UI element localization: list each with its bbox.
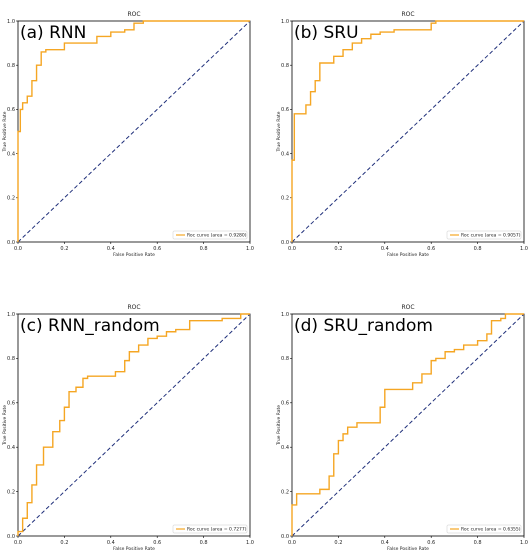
y-tick-label: 0.4 <box>7 445 15 451</box>
diagonal-reference-line <box>17 313 251 537</box>
x-tick-label: 1.0 <box>246 246 254 252</box>
x-tick-label: 0.0 <box>288 540 296 546</box>
y-tick-label: 0.2 <box>281 489 289 495</box>
roc-panel: ROC 0.0 0.2 0.4 0.6 0.8 1.0 0.0 0.2 0.4 0.6 0.8 1.0 F… <box>276 304 528 550</box>
y-tick-label: 0.0 <box>281 240 289 246</box>
y-tick-label: 0.8 <box>7 356 15 362</box>
y-tick-label: 1.0 <box>7 19 15 25</box>
x-tick-label: 0.4 <box>107 246 115 252</box>
legend-label: Roc curve (area = 0.9057) <box>461 233 521 239</box>
x-tick-label: 0.8 <box>200 246 208 252</box>
y-axis-label: True Positive Rate <box>276 111 282 152</box>
legend-label: Roc curve (area = 0.7277) <box>187 527 247 533</box>
x-tick-label: 0.8 <box>200 540 208 546</box>
x-tick-label: 0.4 <box>107 540 115 546</box>
panel-label: (a) RNN <box>20 23 86 43</box>
roc-curve-line <box>291 313 524 536</box>
legend-label: Roc curve (area = 0.9280) <box>187 233 247 239</box>
x-tick-label: 1.0 <box>246 540 254 546</box>
panel-label: (c) RNN_random <box>20 316 160 336</box>
x-axis-label: False Positive Rate <box>113 252 155 258</box>
x-tick-label: 0.4 <box>381 540 389 546</box>
legend-box <box>172 230 248 240</box>
x-tick-label: 0.6 <box>153 246 161 252</box>
x-tick-label: 0.8 <box>474 246 482 252</box>
y-tick-label: 1.0 <box>281 19 289 25</box>
x-tick-label: 0.6 <box>153 540 161 546</box>
chart-title: ROC <box>401 304 414 311</box>
x-tick-label: 0.6 <box>427 246 435 252</box>
diagonal-reference-line <box>291 313 525 537</box>
diagonal-reference-line <box>17 20 251 243</box>
plot-frame <box>291 313 525 537</box>
roc-curve-line <box>17 313 250 536</box>
y-tick-label: 0.4 <box>281 151 289 157</box>
y-tick-label: 0.6 <box>7 401 15 407</box>
y-tick-label: 0.6 <box>7 107 15 113</box>
y-tick-label: 1.0 <box>7 312 15 318</box>
y-tick-label: 0.4 <box>281 445 289 451</box>
roc-panel: ROC 0.0 0.2 0.4 0.6 0.8 1.0 0.0 0.2 0.4 0.6 0.8 1.0 F… <box>2 11 254 258</box>
chart-title: ROC <box>401 11 414 18</box>
roc-curve-line <box>291 20 524 242</box>
legend-box <box>172 524 248 534</box>
x-tick-label: 0.4 <box>381 246 389 252</box>
x-tick-label: 0.6 <box>427 540 435 546</box>
x-tick-label: 0.8 <box>474 540 482 546</box>
panel-label: (b) SRU <box>294 23 359 43</box>
legend-box <box>446 230 522 240</box>
x-tick-label: 0.0 <box>14 540 22 546</box>
x-tick-label: 0.2 <box>60 540 68 546</box>
y-axis-label: True Positive Rate <box>2 405 8 446</box>
y-tick-label: 0.8 <box>281 356 289 362</box>
x-tick-label: 0.0 <box>288 246 296 252</box>
x-tick-label: 1.0 <box>520 540 528 546</box>
x-axis-label: False Positive Rate <box>387 546 429 550</box>
x-axis-label: False Positive Rate <box>387 252 429 258</box>
x-tick-label: 0.2 <box>334 246 342 252</box>
roc-panel: ROC 0.0 0.2 0.4 0.6 0.8 1.0 0.0 0.2 0.4 0.6 0.8 1.0 F… <box>276 11 528 258</box>
y-tick-label: 0.2 <box>7 489 15 495</box>
roc-curve-line <box>17 20 250 242</box>
panel-label: (d) SRU_random <box>294 316 433 336</box>
y-tick-label: 0.0 <box>281 534 289 540</box>
y-tick-label: 0.0 <box>7 240 15 246</box>
y-tick-label: 1.0 <box>281 312 289 318</box>
y-tick-label: 0.0 <box>7 534 15 540</box>
y-tick-label: 0.2 <box>7 196 15 202</box>
y-axis-label: True Positive Rate <box>276 405 282 446</box>
plot-frame <box>17 313 251 537</box>
roc-panel: ROC 0.0 0.2 0.4 0.6 0.8 1.0 0.0 0.2 0.4 0.6 0.8 1.0 F… <box>2 304 254 550</box>
chart-title: ROC <box>127 304 140 311</box>
y-axis-label: True Positive Rate <box>2 111 8 152</box>
x-tick-label: 1.0 <box>520 246 528 252</box>
chart-title: ROC <box>127 11 140 18</box>
diagonal-reference-line <box>291 20 525 243</box>
y-tick-label: 0.8 <box>7 63 15 69</box>
y-tick-label: 0.6 <box>281 401 289 407</box>
y-tick-label: 0.6 <box>281 107 289 113</box>
y-tick-label: 0.2 <box>281 196 289 202</box>
legend-box <box>446 524 522 534</box>
plot-frame <box>291 20 525 243</box>
x-axis-label: False Positive Rate <box>113 546 155 550</box>
y-tick-label: 0.4 <box>7 151 15 157</box>
x-tick-label: 0.2 <box>334 540 342 546</box>
y-tick-label: 0.8 <box>281 63 289 69</box>
legend-label: Roc curve (area = 0.6355) <box>461 527 521 533</box>
x-tick-label: 0.2 <box>60 246 68 252</box>
x-tick-label: 0.0 <box>14 246 22 252</box>
